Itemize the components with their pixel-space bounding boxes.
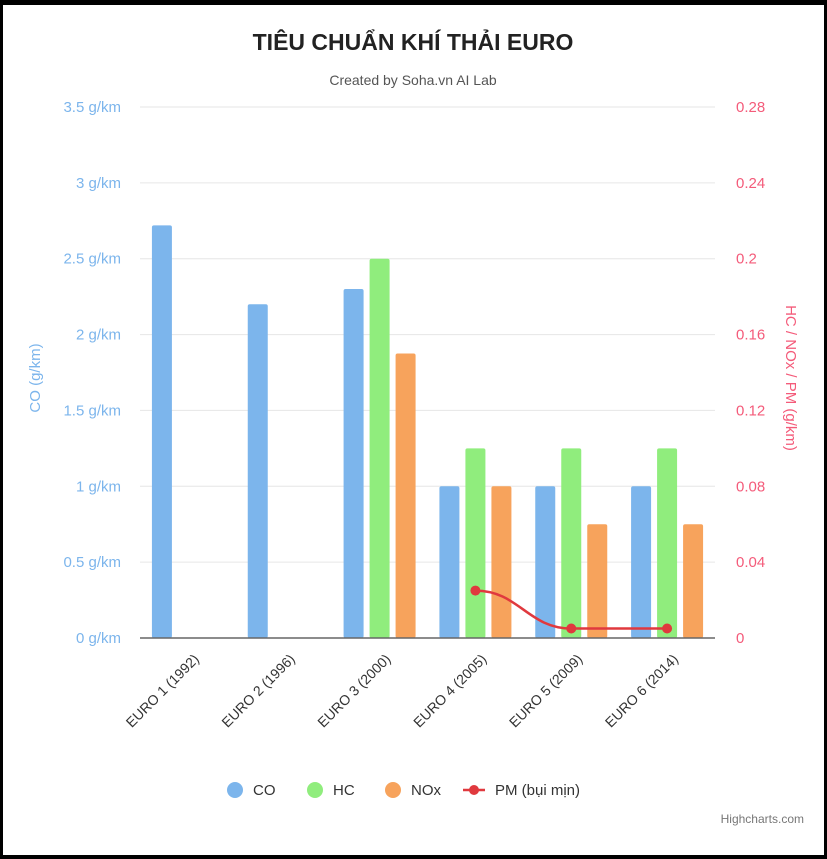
pm-series — [470, 585, 673, 634]
legend-circle-symbol — [307, 782, 323, 798]
legend-item-nox[interactable]: NOx — [385, 782, 442, 799]
gridlines — [140, 106, 715, 563]
legend-circle-symbol — [227, 782, 243, 798]
x-axis-ticks: EURO 1 (1992) EURO 2 (1996) EURO 3 (2000) E… — [122, 651, 681, 731]
bar-hc[interactable] — [369, 258, 390, 638]
left-tick-label: 0.5 g/km — [63, 554, 121, 571]
pm-point[interactable] — [470, 585, 481, 596]
pm-point[interactable] — [566, 623, 577, 634]
right-tick-label: 0.2 — [736, 251, 757, 268]
bar-hc[interactable] — [561, 448, 582, 638]
bar-co[interactable] — [535, 486, 556, 638]
bar-nox[interactable] — [683, 524, 704, 638]
pm-point[interactable] — [662, 623, 673, 634]
chart-title: TIÊU CHUẨN KHÍ THẢI EURO — [253, 27, 574, 55]
bars — [151, 225, 704, 638]
left-tick-label: 1.5 g/km — [63, 402, 121, 419]
left-tick-label: 3.5 g/km — [63, 99, 121, 116]
left-tick-label: 0 g/km — [76, 630, 121, 647]
right-tick-label: 0.24 — [736, 175, 765, 192]
bar-co[interactable] — [439, 486, 460, 638]
left-tick-label: 2.5 g/km — [63, 251, 121, 268]
left-tick-label: 1 g/km — [76, 478, 121, 495]
x-tick-label: EURO 5 (2009) — [506, 651, 586, 731]
credit-link[interactable]: Highcharts.com — [721, 812, 804, 826]
x-tick-label: EURO 6 (2014) — [602, 651, 682, 731]
x-tick-label: EURO 2 (1996) — [218, 651, 298, 731]
bar-co[interactable] — [151, 225, 172, 638]
bar-nox[interactable] — [395, 353, 416, 638]
legend-item-co[interactable]: CO — [227, 782, 276, 799]
right-tick-label: 0 — [736, 630, 744, 647]
bar-co[interactable] — [247, 304, 268, 638]
left-axis-title: CO (g/km) — [27, 343, 44, 412]
x-tick-label: EURO 1 (1992) — [122, 651, 202, 731]
chart-frame: TIÊU CHUẨN KHÍ THẢI EURO Created by Soha… — [3, 5, 824, 855]
legend-label: HC — [333, 782, 355, 799]
bar-nox[interactable] — [587, 524, 608, 638]
x-tick-label: EURO 4 (2005) — [410, 651, 490, 731]
right-tick-label: 0.28 — [736, 99, 765, 116]
legend-label: PM (bụi mịn) — [495, 782, 580, 799]
left-tick-label: 2 g/km — [76, 327, 121, 344]
chart-svg: TIÊU CHUẨN KHÍ THẢI EURO Created by Soha… — [27, 27, 804, 826]
bar-hc[interactable] — [465, 448, 486, 638]
legend-circle-symbol — [385, 782, 401, 798]
x-tick-label: EURO 3 (2000) — [314, 651, 394, 731]
bar-co[interactable] — [631, 486, 652, 638]
bar-nox[interactable] — [491, 486, 512, 638]
right-axis-title: HC / NOx / PM (g/km) — [782, 305, 799, 451]
left-tick-label: 3 g/km — [76, 175, 121, 192]
right-axis: 0 0.04 0.08 0.12 0.16 0.2 0.24 0.28 — [736, 99, 765, 647]
right-tick-label: 0.16 — [736, 327, 765, 344]
bar-co[interactable] — [343, 289, 364, 638]
right-tick-label: 0.08 — [736, 478, 765, 495]
legend: CO HC NOx PM (bụi mịn) — [227, 782, 580, 799]
left-axis: 0 g/km 0.5 g/km 1 g/km 1.5 g/km 2 g/km 2.5 g/… — [63, 99, 121, 647]
legend-label: CO — [253, 782, 276, 799]
legend-item-hc[interactable]: HC — [307, 782, 355, 799]
legend-point-symbol — [469, 785, 479, 795]
legend-item-pm-b-i-m-n-[interactable]: PM (bụi mịn) — [463, 782, 580, 799]
bar-hc[interactable] — [657, 448, 678, 638]
chart-subtitle: Created by Soha.vn AI Lab — [329, 72, 497, 88]
legend-label: NOx — [411, 782, 442, 799]
right-tick-label: 0.04 — [736, 554, 765, 571]
right-tick-label: 0.12 — [736, 402, 765, 419]
